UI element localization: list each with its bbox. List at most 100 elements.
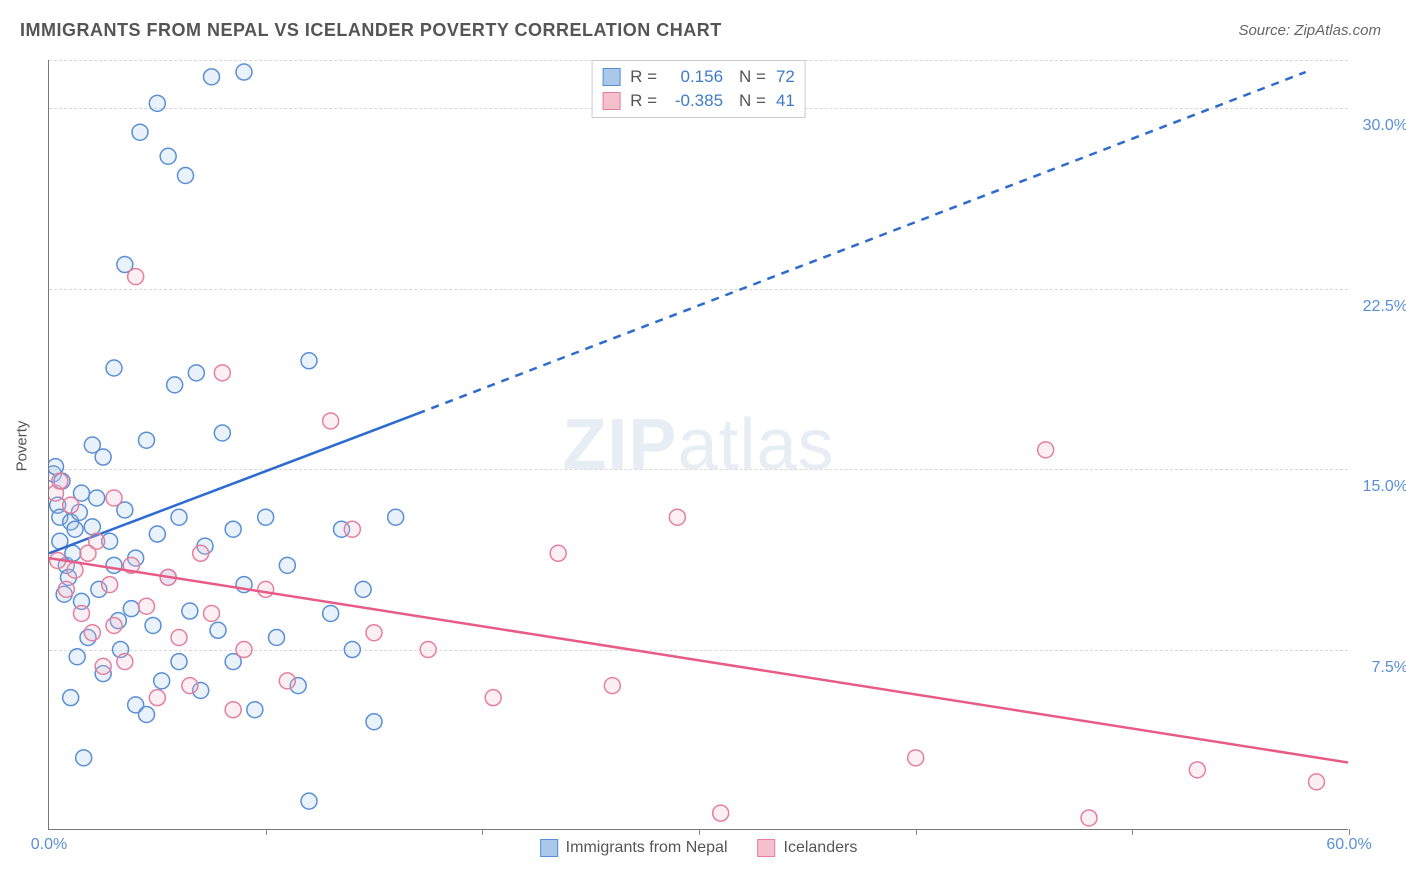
legend-item: Immigrants from Nepal — [540, 839, 728, 857]
x-tick-mark — [266, 829, 267, 835]
n-label: N = — [739, 91, 766, 111]
source-attribution: Source: ZipAtlas.com — [1238, 22, 1381, 39]
data-point — [58, 581, 74, 597]
data-point — [301, 793, 317, 809]
data-point — [210, 622, 226, 638]
data-point — [123, 601, 139, 617]
data-point — [258, 581, 274, 597]
data-point — [89, 490, 105, 506]
data-point — [149, 690, 165, 706]
legend-swatch — [602, 92, 620, 110]
data-point — [1081, 810, 1097, 826]
data-point — [182, 603, 198, 619]
legend-row: R =-0.385N =41 — [602, 89, 795, 113]
data-point — [89, 533, 105, 549]
data-point — [52, 473, 68, 489]
data-point — [69, 649, 85, 665]
data-point — [420, 642, 436, 658]
data-point — [388, 509, 404, 525]
chart-title: IMMIGRANTS FROM NEPAL VS ICELANDER POVER… — [20, 20, 722, 41]
data-point — [713, 805, 729, 821]
data-point — [102, 577, 118, 593]
data-point — [160, 148, 176, 164]
data-point — [182, 678, 198, 694]
data-point — [145, 617, 161, 633]
data-point — [323, 413, 339, 429]
legend-label: Icelanders — [784, 839, 858, 857]
correlation-legend: R =0.156N =72R =-0.385N =41 — [591, 60, 806, 118]
legend-row: R =0.156N =72 — [602, 65, 795, 89]
data-point — [1309, 774, 1325, 790]
data-point — [355, 581, 371, 597]
data-point — [279, 673, 295, 689]
data-point — [258, 509, 274, 525]
x-tick-mark — [482, 829, 483, 835]
y-tick-label: 15.0% — [1353, 478, 1406, 496]
data-point — [132, 124, 148, 140]
legend-label: Immigrants from Nepal — [566, 839, 728, 857]
data-point — [188, 365, 204, 381]
data-point — [1189, 762, 1205, 778]
data-point — [204, 605, 220, 621]
data-point — [1038, 442, 1054, 458]
data-point — [106, 617, 122, 633]
data-point — [139, 598, 155, 614]
data-point — [225, 702, 241, 718]
x-tick-mark — [916, 829, 917, 835]
data-point — [204, 69, 220, 85]
legend-item: Icelanders — [758, 839, 858, 857]
data-point — [49, 459, 64, 475]
data-point — [171, 654, 187, 670]
data-point — [604, 678, 620, 694]
data-point — [139, 432, 155, 448]
data-point — [84, 519, 100, 535]
data-point — [269, 630, 285, 646]
data-point — [128, 269, 144, 285]
data-point — [225, 521, 241, 537]
data-point — [669, 509, 685, 525]
data-point — [76, 750, 92, 766]
data-point — [95, 449, 111, 465]
data-point — [344, 642, 360, 658]
y-tick-label: 30.0% — [1353, 117, 1406, 135]
r-label: R = — [630, 67, 657, 87]
chart-canvas — [49, 60, 1348, 829]
legend-swatch — [758, 839, 776, 857]
data-point — [106, 490, 122, 506]
y-axis-label: Poverty — [14, 421, 31, 472]
data-point — [171, 509, 187, 525]
data-point — [193, 545, 209, 561]
data-point — [236, 64, 252, 80]
trend-line-dashed — [417, 72, 1305, 414]
data-point — [171, 630, 187, 646]
x-tick-mark — [699, 829, 700, 835]
data-point — [301, 353, 317, 369]
data-point — [485, 690, 501, 706]
data-point — [149, 526, 165, 542]
r-value: -0.385 — [663, 91, 723, 111]
data-point — [139, 707, 155, 723]
data-point — [214, 425, 230, 441]
r-value: 0.156 — [663, 67, 723, 87]
data-point — [550, 545, 566, 561]
data-point — [84, 625, 100, 641]
data-point — [908, 750, 924, 766]
data-point — [344, 521, 360, 537]
data-point — [74, 605, 90, 621]
data-point — [167, 377, 183, 393]
trend-line — [49, 558, 1348, 763]
data-point — [63, 690, 79, 706]
data-point — [366, 714, 382, 730]
data-point — [366, 625, 382, 641]
x-tick-mark — [1132, 829, 1133, 835]
data-point — [154, 673, 170, 689]
legend-swatch — [540, 839, 558, 857]
plot-area: ZIPatlas R =0.156N =72R =-0.385N =41 7.5… — [48, 60, 1348, 830]
y-tick-label: 7.5% — [1353, 659, 1406, 677]
series-legend: Immigrants from Nepal Icelanders — [540, 839, 858, 857]
data-point — [67, 521, 83, 537]
data-point — [117, 654, 133, 670]
data-point — [247, 702, 263, 718]
y-tick-label: 22.5% — [1353, 298, 1406, 316]
data-point — [323, 605, 339, 621]
